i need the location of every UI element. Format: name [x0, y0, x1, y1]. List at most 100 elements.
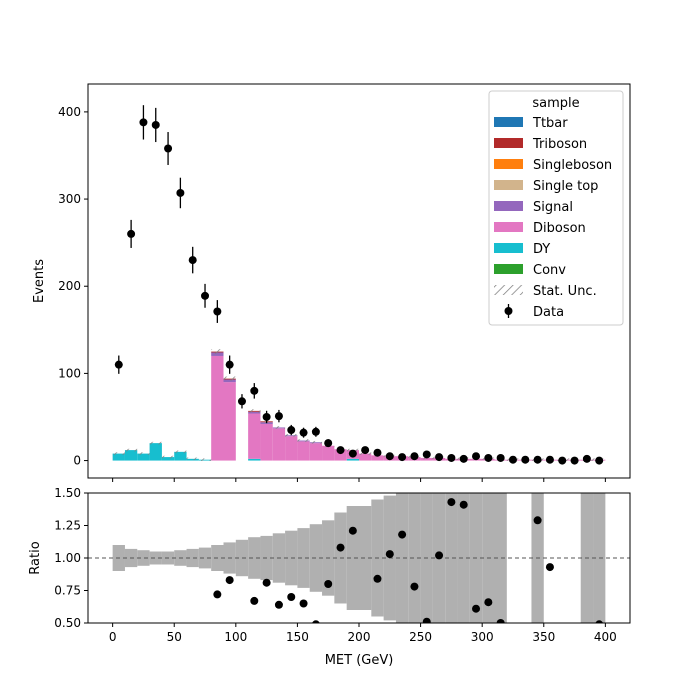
data-point [127, 229, 136, 238]
data-point [545, 455, 554, 464]
ratio-point [447, 498, 456, 507]
bar-diboson [322, 445, 335, 461]
ratio-point [410, 582, 419, 591]
ratio-point [435, 551, 444, 560]
data-point [311, 427, 320, 436]
bar-diboson [260, 423, 273, 461]
legend-entry-data: Data [504, 304, 564, 320]
data-point [164, 144, 173, 153]
data-point [447, 453, 456, 462]
legend-swatch [494, 264, 523, 274]
data-point [385, 452, 394, 461]
data-point [250, 386, 259, 395]
ratio-point [225, 576, 234, 585]
ratio-point [398, 530, 407, 539]
ratio-point [595, 620, 603, 623]
ratio-y-tick-label: 1.50 [54, 486, 81, 500]
legend-entry-ttbar: Ttbar [494, 116, 568, 131]
legend-swatch [494, 201, 523, 211]
ratio-point [373, 574, 382, 583]
unc-band-bin [457, 493, 470, 623]
y-tick-label: 300 [58, 192, 81, 206]
data-point [422, 450, 431, 459]
legend-label: Single top [533, 179, 598, 194]
unc-band-bin [137, 550, 150, 566]
main-y-label: Events [32, 259, 47, 303]
bar-dy [248, 458, 261, 461]
stat-unc-hatch [161, 455, 175, 459]
unc-band-bin [297, 528, 310, 588]
stat-unc-hatch [272, 426, 286, 429]
data-point [496, 453, 505, 462]
ratio-x-tick-label: 100 [224, 630, 247, 644]
bar-diboson [211, 355, 224, 461]
ratio-point [459, 500, 468, 509]
ratio-x-tick-label: 300 [471, 630, 494, 644]
legend-marker [504, 307, 513, 315]
legend-label: Signal [533, 200, 573, 215]
data-points [114, 105, 604, 465]
data-point [459, 454, 468, 463]
stat-unc-hatch [223, 376, 236, 381]
stat-unc-hatch [174, 450, 187, 454]
ratio-y-tick-label: 1.25 [54, 519, 81, 533]
unc-band-bin [235, 539, 249, 577]
ratio-point [348, 526, 357, 535]
bar-signal [248, 411, 261, 414]
unc-band-bin [248, 537, 261, 579]
data-point [533, 455, 542, 464]
ratio-y-tick-label: 1.00 [54, 551, 81, 565]
unc-band-bin [395, 493, 409, 623]
ratio-x-tick-label: 150 [286, 630, 309, 644]
legend-entry-diboson: Diboson [494, 221, 586, 236]
main-x-ticks [112, 478, 606, 482]
stat-unc-hatch [285, 433, 298, 437]
ratio-x-tick-label: 350 [532, 630, 555, 644]
bar-dy [161, 457, 175, 461]
bar-signal [223, 379, 236, 383]
stat-unc-hatch [186, 457, 199, 461]
data-point [595, 456, 604, 465]
legend-swatch [494, 138, 523, 148]
ratio-y-label: Ratio [28, 541, 43, 574]
data-point [410, 452, 419, 461]
legend-label: Data [533, 305, 564, 320]
data-point [225, 360, 234, 369]
legend-entry-stat-unc-: Stat. Unc. [494, 284, 597, 299]
data-point [299, 428, 308, 437]
data-point [508, 455, 517, 464]
bar-dy [174, 451, 187, 461]
unc-band-bin [494, 493, 507, 623]
unc-band-bin [359, 506, 372, 610]
stat-unc-hatch [211, 349, 224, 355]
ratio-points [213, 498, 603, 623]
legend-swatch [494, 222, 523, 232]
main-y-axis: 0 100 200 300 400 [58, 105, 88, 468]
ratio-point [422, 617, 431, 623]
ratio-point [533, 516, 542, 525]
ratio-x-tick-label: 400 [594, 630, 617, 644]
legend-swatch [494, 285, 523, 295]
stat-unc-hatch [297, 439, 310, 442]
legend-label: DY [533, 242, 550, 257]
bar-dy [137, 453, 150, 461]
ratio-point [250, 596, 259, 605]
data-point [213, 307, 222, 316]
data-point [324, 439, 333, 448]
data-point [521, 455, 530, 464]
y-tick-label: 100 [58, 366, 81, 380]
unc-band-bin [198, 547, 212, 569]
data-point [435, 453, 444, 462]
bar-diboson [309, 443, 323, 461]
bar-diboson [297, 441, 310, 461]
ratio-panel: 0.50 0.75 1.00 1.25 1.50 0 50 100 150 200 250 300 3… [28, 486, 631, 668]
legend-label: Singleboson [533, 158, 612, 173]
ratio-y-tick-label: 0.75 [54, 584, 81, 598]
legend-label: Diboson [533, 221, 586, 236]
unc-band-bin [186, 548, 199, 568]
ratio-point [336, 543, 345, 552]
ratio-point [496, 619, 505, 623]
legend-entry-singleboson: Singleboson [494, 158, 612, 173]
y-tick-label: 400 [58, 105, 81, 119]
legend-swatch [494, 117, 523, 127]
